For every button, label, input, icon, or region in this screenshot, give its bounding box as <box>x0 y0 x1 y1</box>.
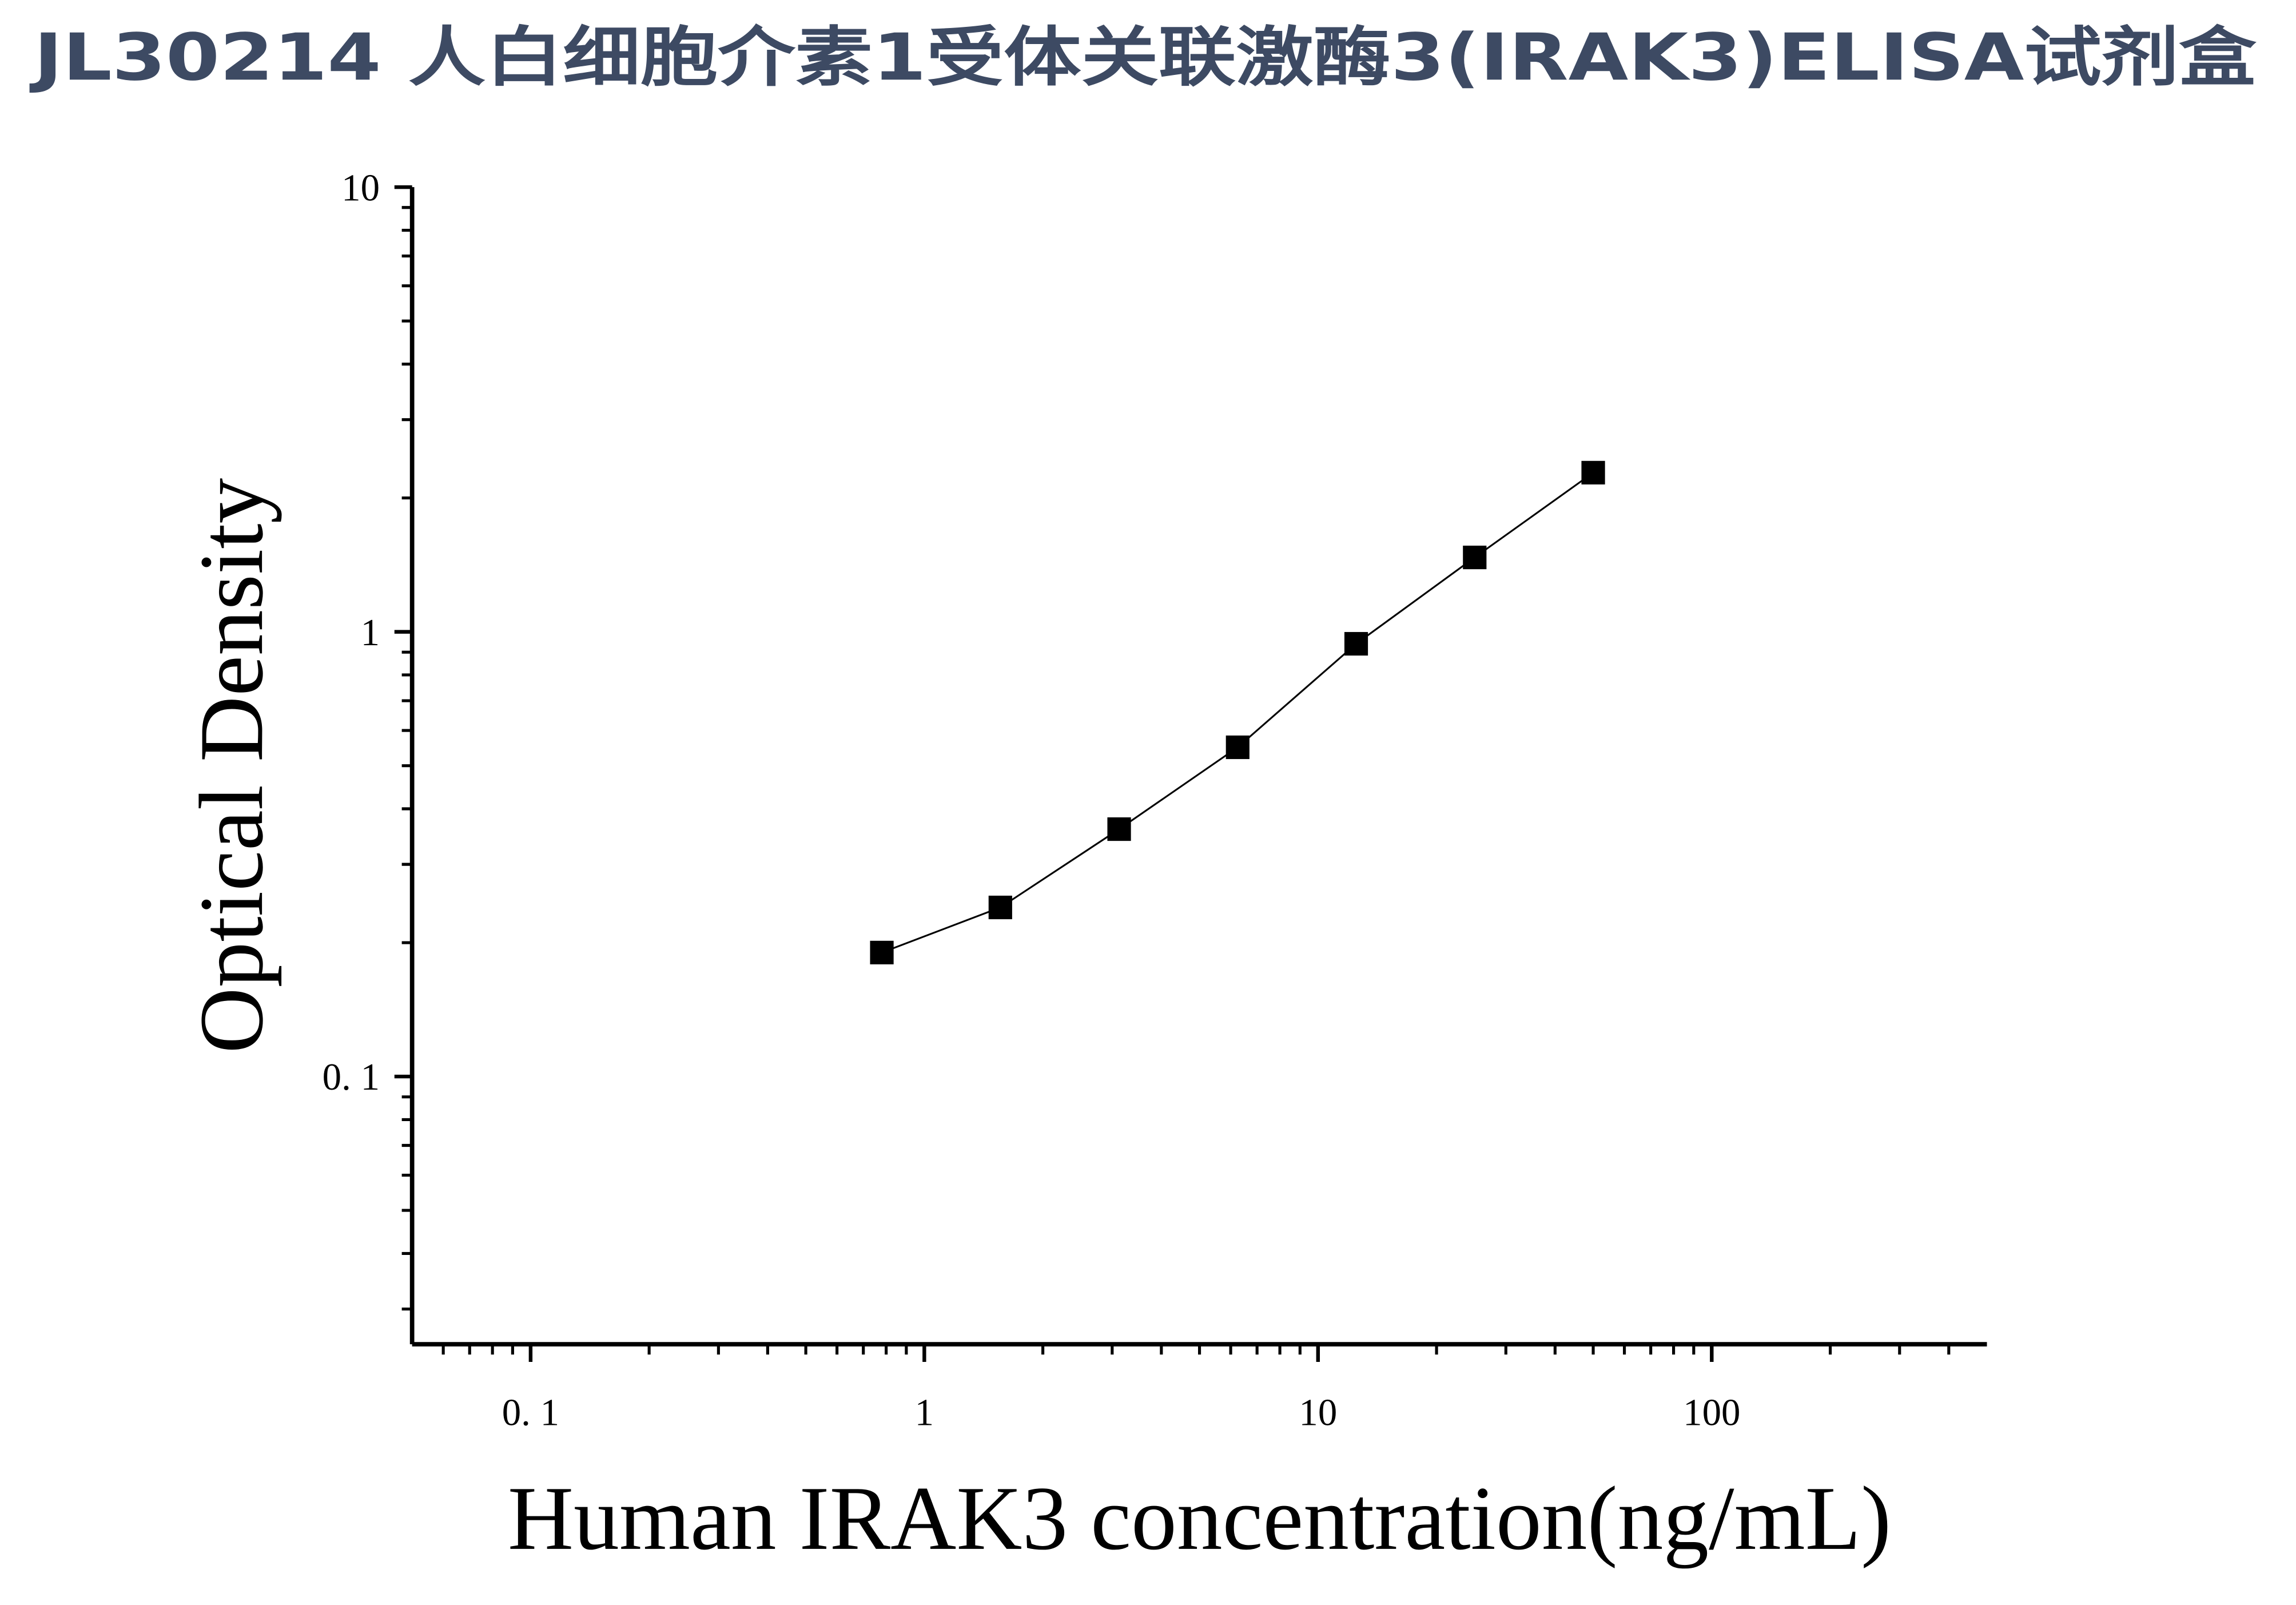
chart-title: JL30214 人白细胞介素1受体关联激酶3(IRAK3)ELISA试剂盒 <box>29 19 2257 95</box>
x-tick-label: 1 <box>915 1392 934 1434</box>
data-point <box>1225 735 1250 760</box>
data-point <box>988 895 1012 920</box>
data-point <box>1581 460 1605 484</box>
y-tick-label: 1 <box>361 611 380 654</box>
y-axis-label: Optical Density <box>181 478 282 1053</box>
data-point <box>1463 545 1487 570</box>
x-axis-label: Human IRAK3 concentration(ng/mL) <box>508 1468 1891 1569</box>
data-point <box>1344 631 1368 656</box>
fit-line <box>881 472 1594 954</box>
data-point <box>870 940 894 964</box>
x-tick-label: 100 <box>1683 1392 1740 1434</box>
data-point <box>1107 817 1131 841</box>
y-tick-label: 0. 1 <box>323 1056 380 1098</box>
x-tick-label: 10 <box>1299 1392 1337 1434</box>
x-tick-label: 0. 1 <box>502 1392 559 1434</box>
y-tick-label: 10 <box>341 166 380 209</box>
